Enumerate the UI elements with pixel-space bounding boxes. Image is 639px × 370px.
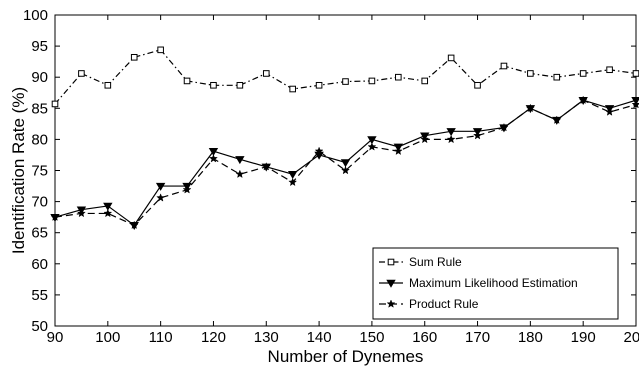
y-tick-label: 55 — [31, 287, 48, 304]
data-point-maximum-likelihood-estimation — [367, 136, 377, 145]
series-layer — [50, 46, 639, 231]
y-axis-title: Identification Rate (%) — [9, 87, 28, 254]
data-point-maximum-likelihood-estimation — [340, 159, 351, 168]
data-point-maximum-likelihood-estimation — [235, 156, 245, 165]
legend-marker-product-rule — [386, 299, 396, 308]
x-tick-label: 120 — [201, 329, 226, 346]
y-tick-label: 75 — [31, 163, 48, 180]
data-point-maximum-likelihood-estimation — [631, 97, 639, 106]
series-sum-rule — [51, 46, 639, 108]
data-point-sum-rule — [527, 70, 534, 77]
data-point-product-rule — [341, 165, 350, 175]
x-tick-label: 90 — [47, 329, 64, 346]
y-tick-label: 100 — [23, 7, 48, 24]
data-point-product-rule — [208, 153, 218, 163]
y-tick-label: 95 — [31, 38, 48, 55]
data-point-product-rule — [129, 220, 139, 230]
data-point-product-rule — [182, 185, 192, 194]
data-point-sum-rule — [315, 81, 323, 89]
data-point-product-rule — [393, 146, 403, 156]
data-point-sum-rule — [579, 70, 587, 77]
data-point-sum-rule — [368, 77, 376, 85]
x-tick-label: 180 — [518, 329, 543, 346]
data-point-sum-rule — [157, 46, 164, 54]
data-point-sum-rule — [262, 70, 270, 77]
axes: 90 100 110 120 130 140 150 160 170 180 190 200 50 55 6… — [23, 7, 639, 346]
data-point-sum-rule — [606, 66, 613, 74]
legend: Sum Rule Maximum Likelihood Estimation Pro… — [372, 247, 619, 320]
x-tick-label: 100 — [95, 329, 120, 346]
data-point-product-rule — [288, 177, 298, 187]
data-point-maximum-likelihood-estimation — [446, 128, 456, 137]
data-point-product-rule — [156, 193, 166, 202]
series-line-product-rule — [54, 99, 637, 226]
series-product-rule — [50, 95, 639, 230]
data-point-product-rule — [314, 146, 324, 156]
data-point-product-rule — [50, 212, 60, 221]
data-point-sum-rule — [289, 85, 296, 93]
x-tick-label: 110 — [149, 329, 173, 346]
data-point-sum-rule — [632, 70, 639, 77]
data-point-sum-rule — [51, 100, 59, 108]
data-point-product-rule — [473, 130, 483, 140]
data-point-sum-rule — [395, 73, 402, 81]
data-point-product-rule — [499, 122, 509, 132]
data-point-sum-rule — [130, 53, 138, 61]
data-point-maximum-likelihood-estimation — [103, 202, 113, 211]
series-line-sum-rule — [54, 49, 637, 105]
y-tick-label: 90 — [31, 69, 48, 86]
data-point-sum-rule — [553, 73, 561, 81]
data-point-sum-rule — [500, 62, 508, 70]
x-axis-title: Number of Dynemes — [268, 347, 424, 366]
x-tick-label: 160 — [412, 329, 437, 346]
x-tick-label: 150 — [359, 329, 384, 346]
legend-box — [372, 247, 619, 320]
x-tick-label: 170 — [465, 329, 490, 346]
legend-label-product-rule: Product Rule — [409, 297, 479, 311]
data-point-maximum-likelihood-estimation — [155, 182, 166, 191]
data-point-product-rule — [605, 107, 615, 116]
data-point-product-rule — [235, 169, 245, 179]
data-point-sum-rule — [474, 81, 481, 89]
data-point-sum-rule — [342, 78, 349, 85]
data-point-product-rule — [552, 115, 562, 124]
data-point-product-rule — [261, 162, 271, 171]
y-tick-label: 50 — [31, 318, 48, 335]
data-point-sum-rule — [236, 81, 244, 89]
data-point-maximum-likelihood-estimation — [287, 171, 298, 180]
legend-label-maximum-likelihood-estimation: Maximum Likelihood Estimation — [409, 276, 578, 290]
x-tick-label: 200 — [623, 329, 639, 346]
legend-marker-maximum-likelihood-estimation — [386, 279, 396, 288]
data-point-sum-rule — [104, 81, 112, 89]
x-tick-label: 140 — [307, 329, 332, 346]
data-point-sum-rule — [210, 81, 217, 89]
data-point-product-rule — [76, 208, 86, 218]
x-tick-label: 130 — [254, 329, 279, 346]
data-point-product-rule — [525, 103, 535, 113]
x-tick-label: 190 — [571, 329, 596, 346]
data-point-product-rule — [446, 134, 456, 144]
data-point-sum-rule — [447, 54, 455, 62]
legend-marker-sum-rule — [387, 258, 395, 266]
data-point-maximum-likelihood-estimation — [208, 148, 219, 157]
data-point-product-rule — [420, 134, 430, 144]
data-point-product-rule — [103, 208, 113, 218]
data-point-sum-rule — [421, 77, 429, 85]
data-point-product-rule — [367, 142, 377, 151]
y-tick-label: 80 — [31, 131, 48, 148]
y-tick-label: 65 — [31, 225, 48, 242]
data-point-product-rule — [578, 95, 588, 105]
y-tick-label: 60 — [31, 256, 48, 273]
data-point-sum-rule — [78, 70, 85, 77]
y-tick-label: 85 — [31, 100, 48, 117]
data-point-sum-rule — [183, 77, 191, 85]
y-tick-label: 70 — [31, 194, 48, 211]
legend-label-sum-rule: Sum Rule — [409, 255, 462, 269]
